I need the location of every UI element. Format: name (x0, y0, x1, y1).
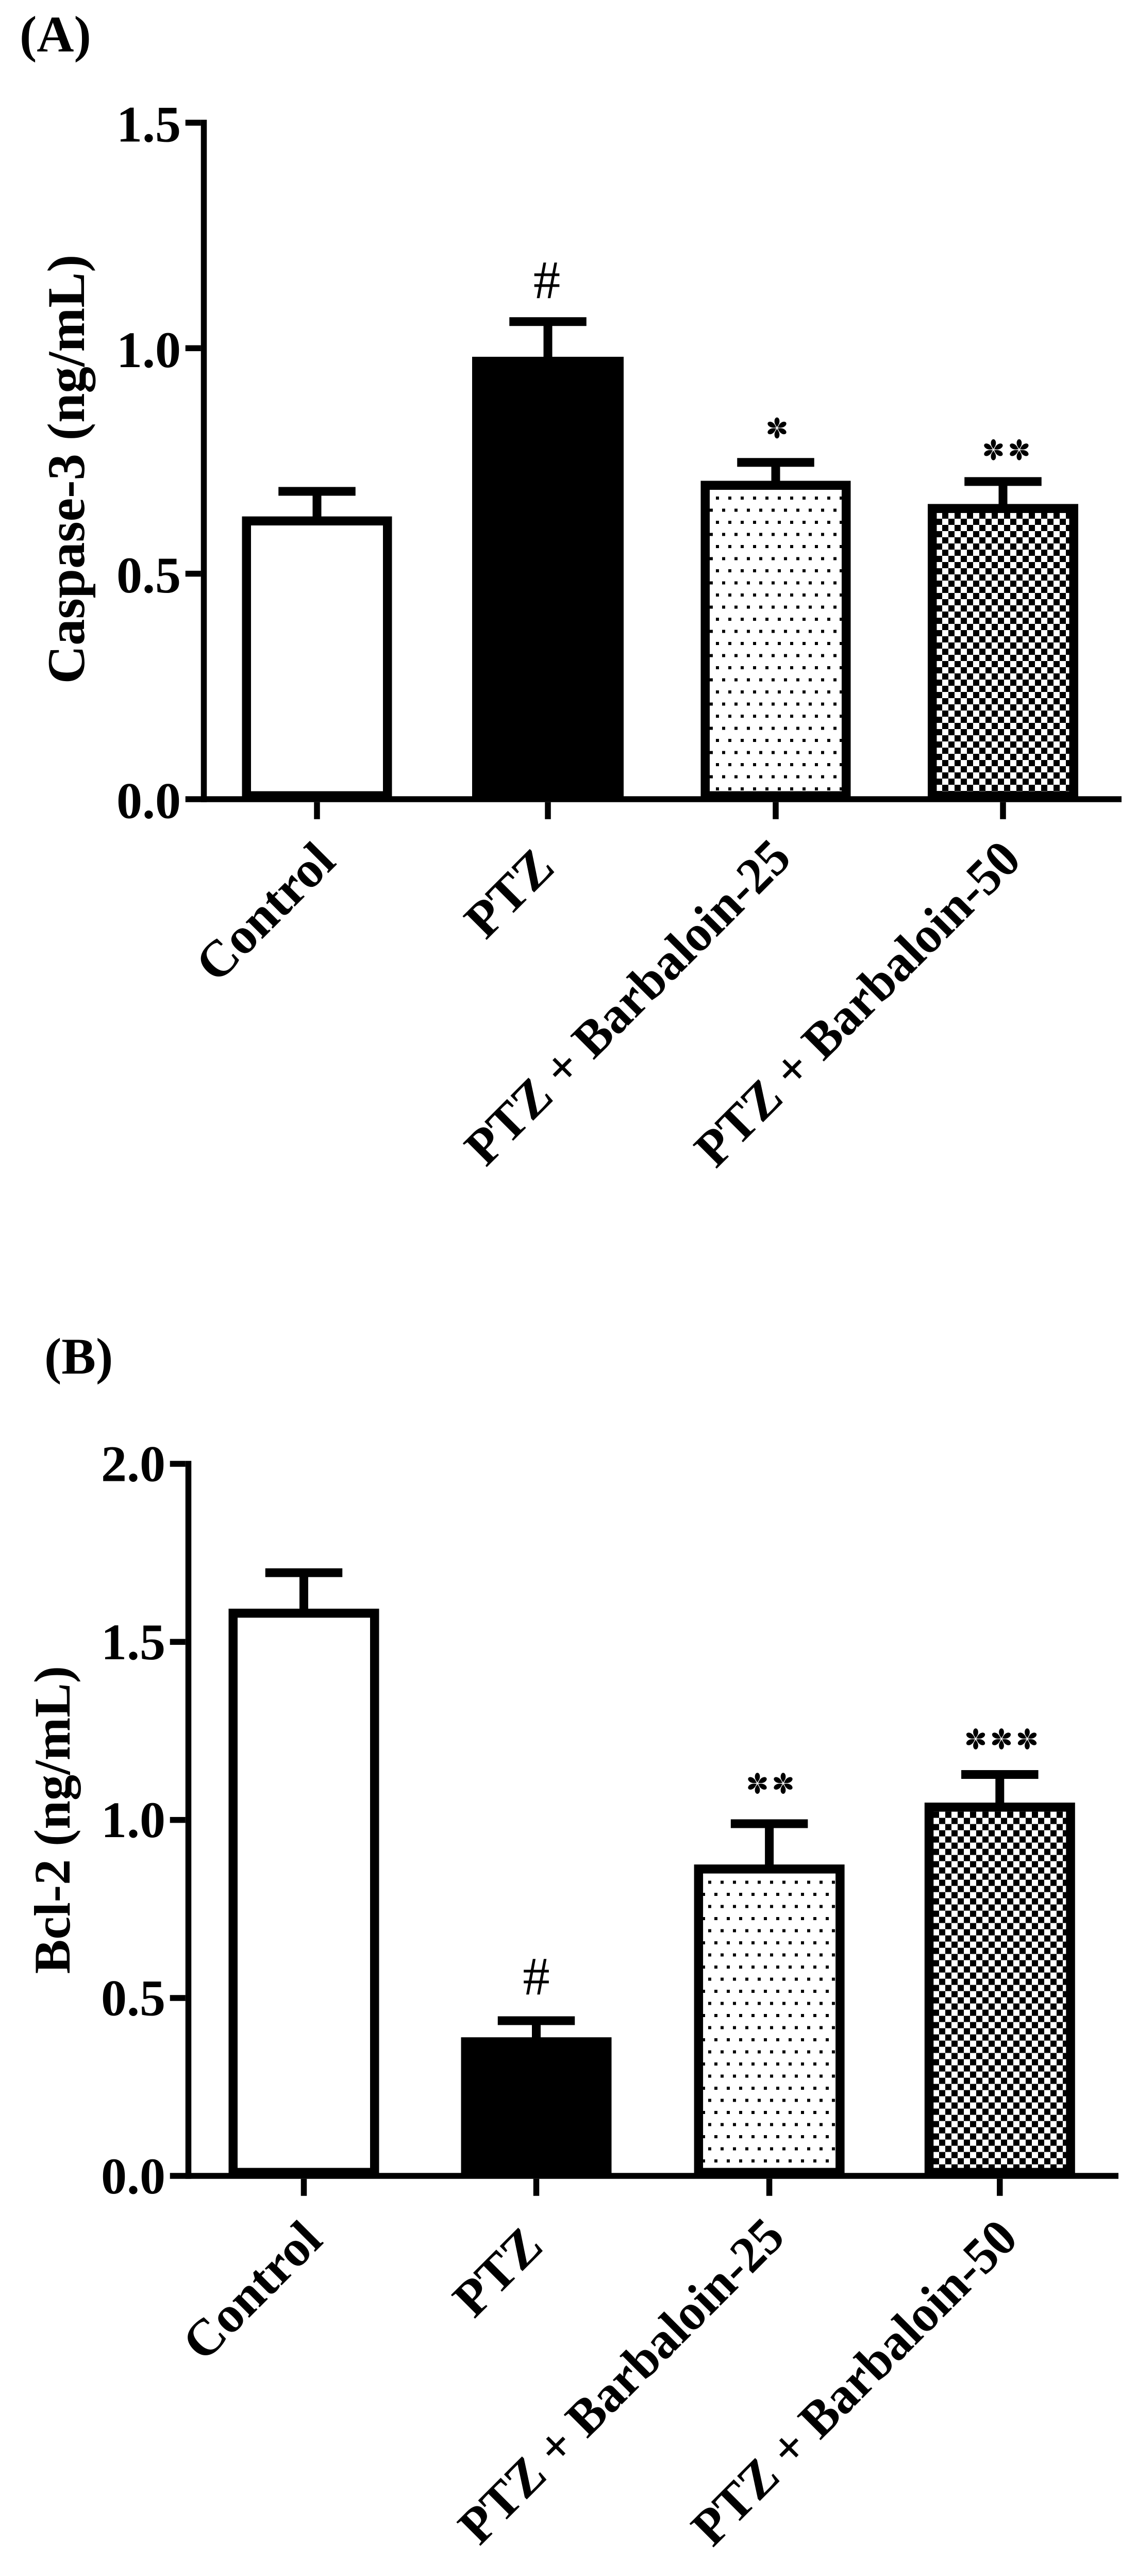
svg-text:(A): (A) (20, 6, 91, 63)
svg-text:#: # (533, 250, 561, 310)
svg-text:0.5: 0.5 (116, 547, 181, 604)
svg-text:0.5: 0.5 (101, 1969, 165, 2026)
svg-text:0.0: 0.0 (101, 2148, 165, 2205)
svg-text:0.0: 0.0 (116, 772, 181, 829)
svg-text:1.0: 1.0 (116, 321, 181, 378)
svg-text:1.5: 1.5 (116, 96, 181, 153)
svg-text:2.0: 2.0 (101, 1435, 165, 1493)
svg-text:1.0: 1.0 (101, 1791, 165, 1848)
svg-text:#: # (523, 1946, 550, 2006)
svg-text:Caspase-3 (ng/mL): Caspase-3 (ng/mL) (37, 255, 96, 684)
svg-text:Bcl-2 (ng/mL): Bcl-2 (ng/mL) (24, 1666, 81, 1974)
svg-text:(B): (B) (44, 1328, 113, 1385)
svg-text:1.5: 1.5 (101, 1613, 165, 1671)
